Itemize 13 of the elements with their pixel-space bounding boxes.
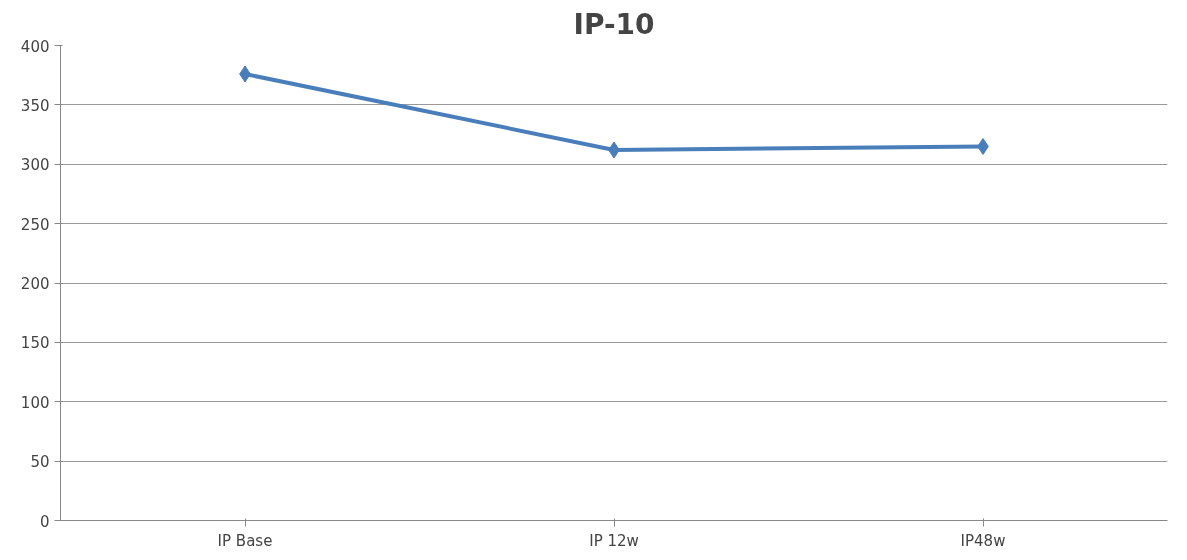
chart-title: IP-10 (573, 7, 655, 41)
y-tick-label: 300 (20, 156, 50, 175)
y-tick-label: 100 (20, 393, 50, 412)
y-tick-label: 400 (20, 37, 50, 56)
x-tick-label: IP 12w (589, 531, 639, 550)
y-tick-label: 50 (30, 453, 50, 472)
y-tick-label: 250 (20, 215, 50, 234)
y-tick-label: 200 (20, 275, 50, 293)
y-tick-label: 350 (20, 96, 50, 115)
x-tick-label: IP Base (217, 531, 273, 550)
y-tick-label: 0 (39, 512, 50, 531)
x-tick-label: IP48w (960, 531, 1006, 550)
y-tick-label: 150 (20, 334, 50, 353)
